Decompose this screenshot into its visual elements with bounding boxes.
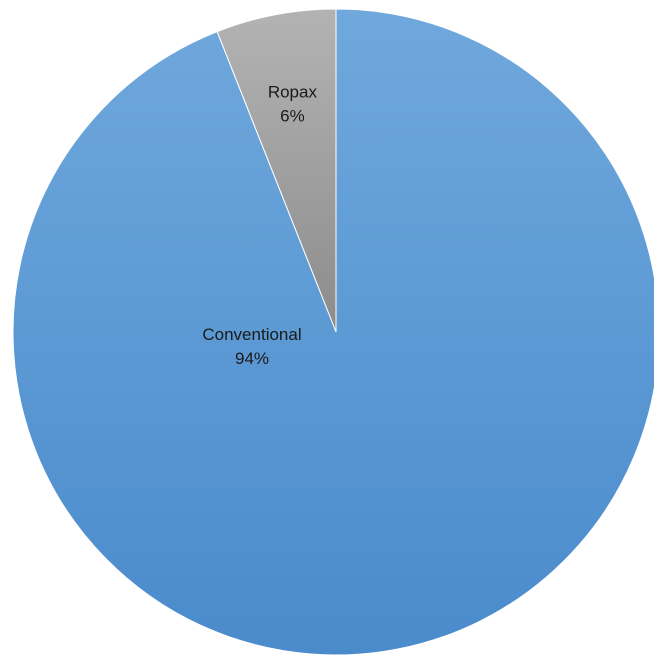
pie-slice-ropax — [216, 8, 337, 333]
slice-label-conventional-name: Conventional — [202, 325, 301, 344]
pie-slice-conventional — [12, 8, 654, 656]
pie-slices — [12, 8, 654, 656]
slice-label-ropax-percent: 6% — [280, 107, 305, 126]
pie-labels: Ropax 6% Conventional 94% — [202, 83, 317, 368]
slice-label-ropax-name: Ropax — [268, 83, 318, 102]
slice-label-conventional-percent: 94% — [235, 349, 269, 368]
